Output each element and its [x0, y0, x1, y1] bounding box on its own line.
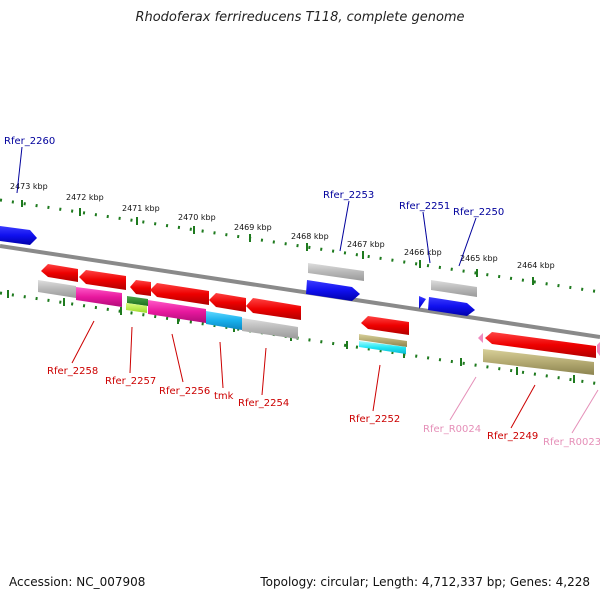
- gene-label-rfer-2252[interactable]: Rfer_2252: [349, 414, 400, 425]
- gene-label-rfer-2257[interactable]: Rfer_2257: [105, 376, 156, 387]
- gene-label-rfer-2250[interactable]: Rfer_2250: [453, 207, 504, 218]
- gene-label-rfer-r0023[interactable]: Rfer_R0023: [543, 437, 600, 448]
- gene-rfer-2257[interactable]: [130, 280, 151, 296]
- gene-rfer-2258-b[interactable]: [79, 270, 126, 290]
- gene-label-rfer-2254[interactable]: Rfer_2254: [238, 398, 289, 409]
- gene-rfer-2252[interactable]: [361, 316, 409, 335]
- kbp-label: 2464 kbp: [517, 261, 555, 270]
- gene-rfer-2256-magenta-track[interactable]: [148, 300, 206, 323]
- upper-ruler: [0, 198, 600, 294]
- gene-rfer-2256[interactable]: [150, 283, 209, 305]
- gene-label-rfer-2260[interactable]: Rfer_2260: [4, 136, 55, 147]
- gene-rfer-2254-gray-track[interactable]: [242, 318, 298, 339]
- gene-tmk-cyan-track[interactable]: [206, 311, 242, 330]
- kbp-label: 2466 kbp: [404, 248, 442, 257]
- genome-title: Rhodoferax ferrireducens T118, complete …: [135, 10, 465, 25]
- gene-label-rfer-r0024[interactable]: Rfer_R0024: [423, 424, 481, 435]
- plus-strand-genes: [0, 226, 477, 316]
- genome-backbone: [0, 244, 600, 339]
- gene-rfer-2250[interactable]: [428, 297, 475, 316]
- kbp-labels: 2473 kbp 2472 kbp 2471 kbp 2470 kbp 2469…: [10, 182, 555, 270]
- kbp-label: 2470 kbp: [178, 213, 216, 222]
- accession-text: Accession: NC_007908: [9, 575, 146, 589]
- gene-label-tmk[interactable]: tmk: [214, 391, 234, 402]
- gene-rfer-2258-gray-track[interactable]: [38, 280, 76, 298]
- gene-rfer-2249[interactable]: [485, 332, 596, 358]
- gene-rfer-2251[interactable]: [419, 296, 426, 309]
- gene-rfer-2253-gray-track[interactable]: [308, 263, 364, 281]
- kbp-label: 2469 kbp: [234, 223, 272, 232]
- kbp-label: 2471 kbp: [122, 204, 160, 213]
- kbp-label: 2468 kbp: [291, 232, 329, 241]
- gene-rfer-2260[interactable]: [0, 226, 37, 245]
- gene-rfer-2258-a[interactable]: [41, 264, 78, 282]
- gene-rfer-2257-green-track[interactable]: [127, 296, 148, 306]
- genome-summary-text: Topology: circular; Length: 4,712,337 bp…: [260, 575, 590, 589]
- kbp-label: 2465 kbp: [460, 254, 498, 263]
- gene-rfer-2250-gray-track[interactable]: [431, 280, 477, 297]
- gene-rfer-2257-lime-track[interactable]: [126, 303, 147, 313]
- gene-rfer-2252-olive-track[interactable]: [359, 334, 407, 347]
- gene-rfer-2258-magenta-track[interactable]: [76, 287, 122, 307]
- gene-label-rfer-2253[interactable]: Rfer_2253: [323, 190, 374, 201]
- gene-labels-top: Rfer_2260 Rfer_2253 Rfer_2251 Rfer_2250: [4, 136, 504, 218]
- gene-rfer-2252-cyan-track[interactable]: [359, 341, 406, 354]
- gene-labels-bottom: Rfer_2258 Rfer_2257 Rfer_2256 tmk Rfer_2…: [47, 366, 600, 448]
- label-leader-lines: [16, 146, 599, 434]
- gene-label-rfer-2249[interactable]: Rfer_2249: [487, 431, 538, 442]
- gene-rfer-r0023[interactable]: [597, 342, 600, 356]
- gene-rfer-r0024[interactable]: [478, 333, 483, 343]
- gene-tmk[interactable]: [209, 293, 246, 312]
- minus-strand-genes: [38, 264, 600, 375]
- kbp-label: 2472 kbp: [66, 193, 104, 202]
- gene-rfer-2249-olive-track[interactable]: [483, 349, 594, 375]
- gene-label-rfer-2256[interactable]: Rfer_2256: [159, 386, 210, 397]
- gene-label-rfer-2258[interactable]: Rfer_2258: [47, 366, 98, 377]
- gene-rfer-2253[interactable]: [306, 280, 360, 301]
- gene-rfer-2254[interactable]: [246, 298, 301, 320]
- kbp-label: 2467 kbp: [347, 240, 385, 249]
- gene-label-rfer-2251[interactable]: Rfer_2251: [399, 201, 450, 212]
- kbp-label: 2473 kbp: [10, 182, 48, 191]
